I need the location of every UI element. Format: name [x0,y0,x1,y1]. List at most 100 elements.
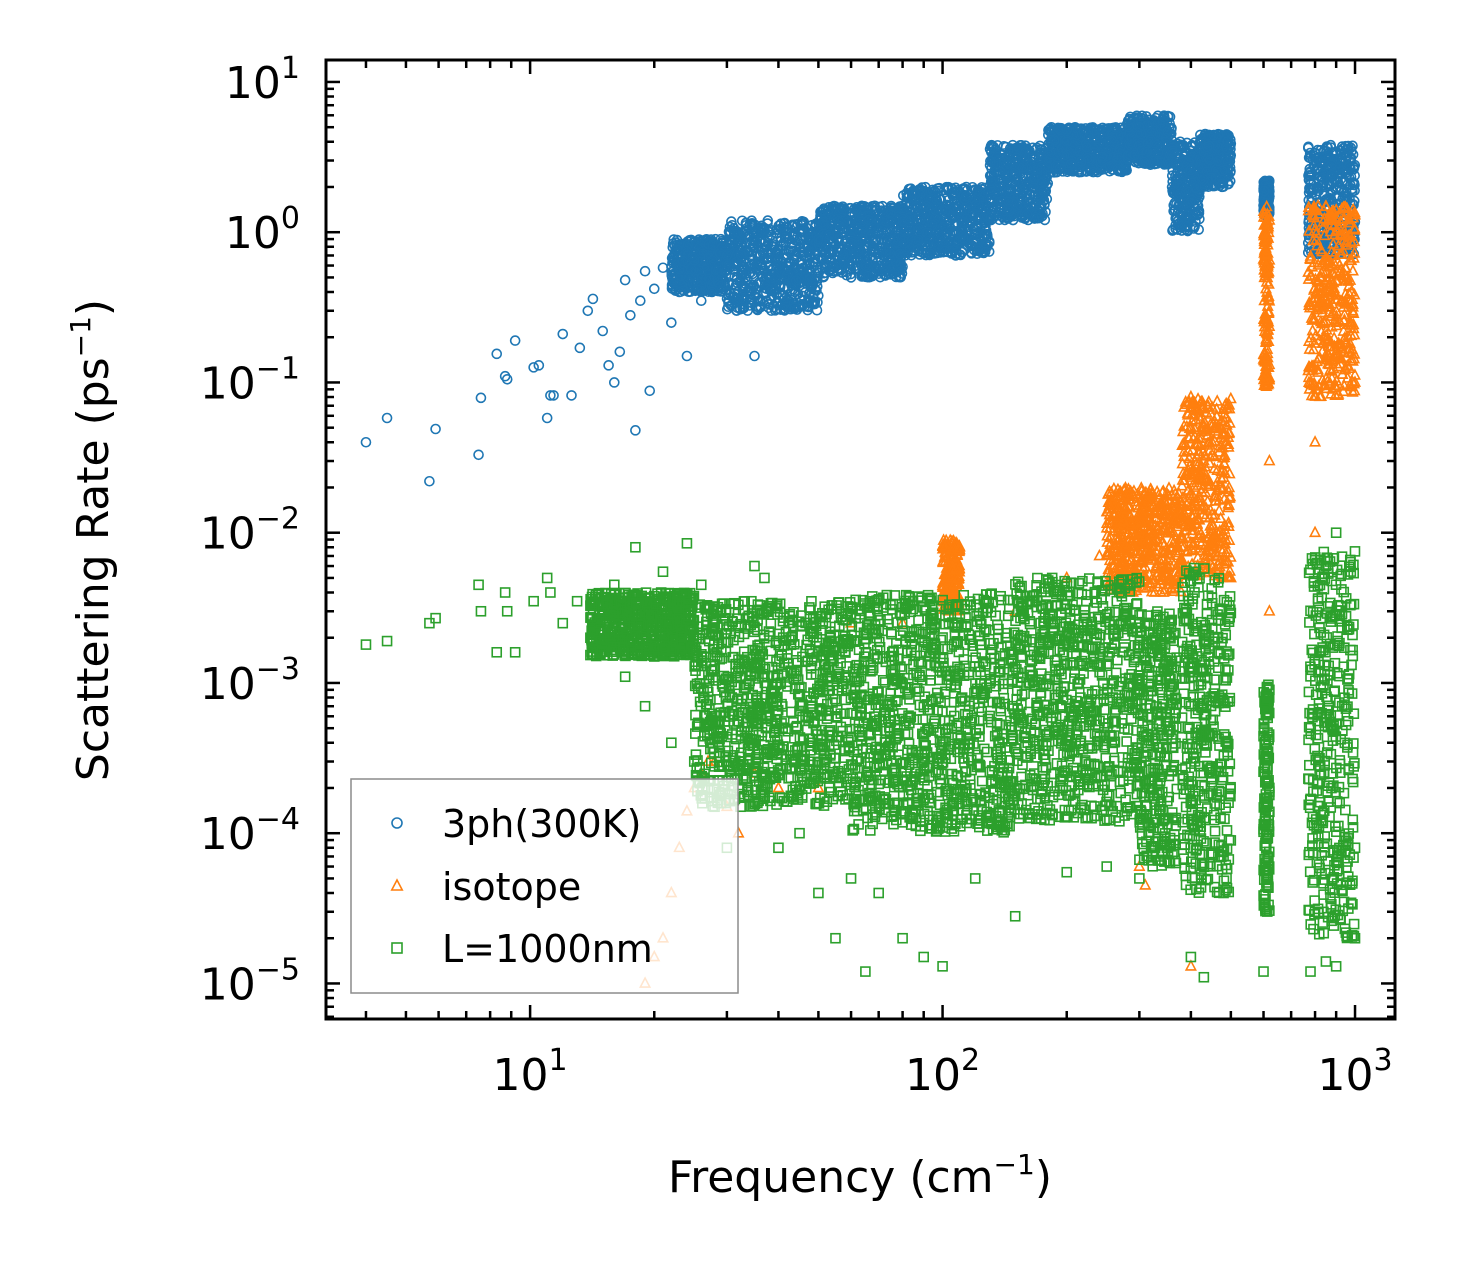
data-point [625,309,636,321]
data-point [533,360,545,371]
data-point [801,297,813,309]
data-point [648,283,660,295]
data-point [683,272,695,283]
data-point [695,295,707,307]
data-point [809,298,820,310]
data-point [762,215,774,226]
data-point [682,239,694,250]
data-point [639,265,651,277]
data-point [790,275,802,286]
data-point [824,229,835,241]
data-point [863,202,874,214]
data-point [752,250,763,261]
data-point [732,233,744,245]
data-point [861,210,873,221]
data-point [721,293,733,305]
data-point [738,295,750,306]
data-point [657,262,669,274]
data-point [749,297,760,308]
data-point [677,255,689,267]
data-point [635,295,646,307]
data-point [788,253,799,264]
data-point [852,253,864,264]
data-point [760,241,772,253]
data-point [796,276,807,287]
data-point [791,268,803,280]
data-point [777,225,789,237]
data-point [587,293,599,305]
data-point [890,256,901,267]
data-point [608,377,620,388]
data-point [884,247,896,259]
data-point [778,303,789,315]
data-point [732,226,743,238]
data-point [528,362,539,373]
data-point [844,208,856,219]
data-point [666,317,677,328]
data-point [894,248,906,260]
data-point [823,204,835,216]
data-point [781,264,792,276]
data-point [733,251,744,263]
data-point [769,284,781,296]
data-point [811,285,822,296]
data-point [771,303,782,315]
series-1 [639,198,1362,988]
data-point [746,225,757,237]
data-point [882,225,894,236]
data-point [582,305,594,317]
data-point [880,215,891,227]
data-point [509,335,521,346]
data-point [831,245,843,256]
data-point [833,215,844,227]
data-point [781,269,793,281]
data-point [703,273,715,285]
data-point [856,207,867,219]
data-point [772,247,784,259]
data-point [761,296,773,307]
data-point [768,239,779,250]
data-point [743,282,755,294]
data-point [867,236,879,248]
data-point [762,230,773,242]
data-point [736,215,748,227]
data-point [707,239,719,251]
data-point [814,241,826,253]
data-point [566,390,577,401]
data-point [745,297,757,308]
data-point [424,475,435,487]
data-point [692,284,703,295]
data-point [858,244,869,255]
data-point [733,292,745,304]
data-point [827,260,839,272]
data-point [603,360,614,371]
data-point [557,328,569,340]
data-point [755,250,766,261]
data-point [846,224,858,236]
data-point [681,350,693,362]
data-point [726,216,737,227]
data-point [360,436,372,448]
data-point [786,285,798,297]
data-point [800,252,812,263]
data-point [873,247,885,259]
data-point [475,392,487,404]
data-point [501,373,513,385]
data-point [845,237,856,249]
data-point [860,260,871,271]
data-point [473,449,484,461]
data-point [839,261,851,273]
data-point [757,263,769,274]
data-point [850,204,862,216]
data-point [789,302,801,313]
data-point [630,425,641,436]
data-point [619,274,631,286]
data-point [817,216,828,228]
data-point [723,278,734,290]
data-point [752,256,764,267]
data-point [675,270,687,282]
data-point [703,252,714,263]
data-point [696,272,708,283]
data-point [835,228,847,240]
